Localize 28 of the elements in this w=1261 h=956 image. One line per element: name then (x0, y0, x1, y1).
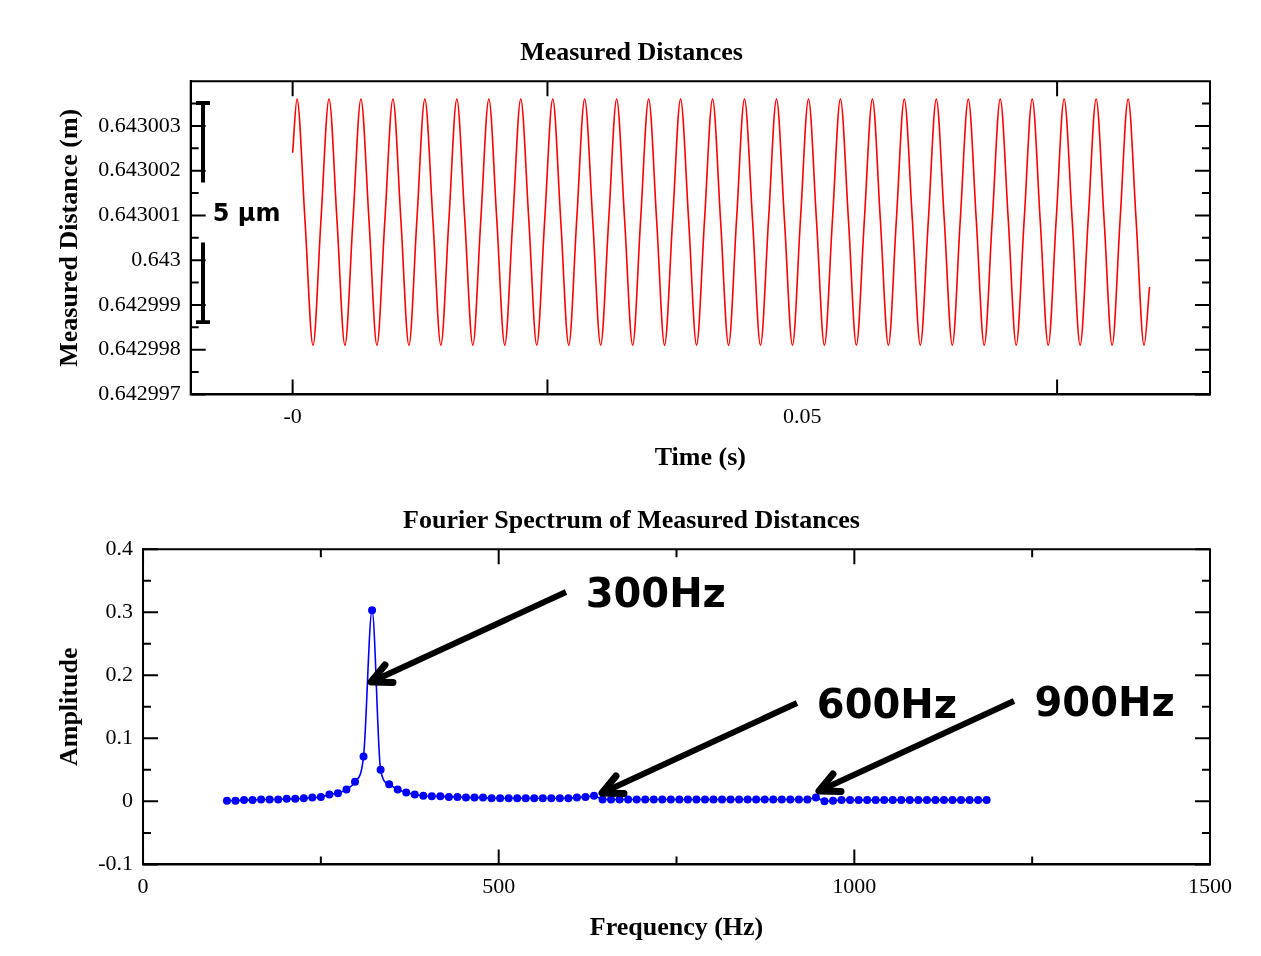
annotation: 600Hz (816, 680, 958, 727)
y-tick-label: 0 (122, 787, 134, 813)
x-tick-label: 0.05 (783, 403, 822, 429)
y-tick-label: 0.643002 (98, 156, 181, 182)
annotation: 300Hz (585, 569, 726, 616)
y-tick-label: 0.643003 (98, 111, 181, 137)
y-tick-label: 0.1 (105, 724, 134, 750)
annotation: 900Hz (1034, 678, 1175, 725)
x-tick-label: 1500 (1188, 873, 1232, 899)
x-tick-label: 1000 (832, 873, 877, 899)
annotation: 5 µm (212, 197, 281, 229)
y-tick-label: -0.1 (98, 850, 134, 876)
chart-title: Fourier Spectrum of Measured Distances (403, 505, 860, 535)
y-tick-label: 0.642997 (98, 380, 181, 406)
y-tick-label: 0.3 (105, 598, 134, 624)
y-tick-label: 0.2 (105, 661, 134, 687)
x-axis-title: Time (s) (654, 442, 746, 472)
x-tick-label: -0 (283, 403, 302, 429)
y-axis-title: Amplitude (54, 647, 84, 767)
x-axis-title: Frequency (Hz) (589, 912, 764, 942)
y-tick-label: 0.4 (105, 534, 134, 560)
chart-title: Measured Distances (520, 37, 743, 67)
x-tick-label: 500 (482, 873, 516, 899)
y-tick-label: 0.642999 (98, 290, 181, 316)
y-tick-label: 0.643 (131, 245, 181, 271)
y-axis-title: Measured Distance (m) (54, 108, 84, 367)
y-tick-label: 0.642998 (98, 335, 181, 361)
y-tick-label: 0.643001 (98, 201, 181, 227)
